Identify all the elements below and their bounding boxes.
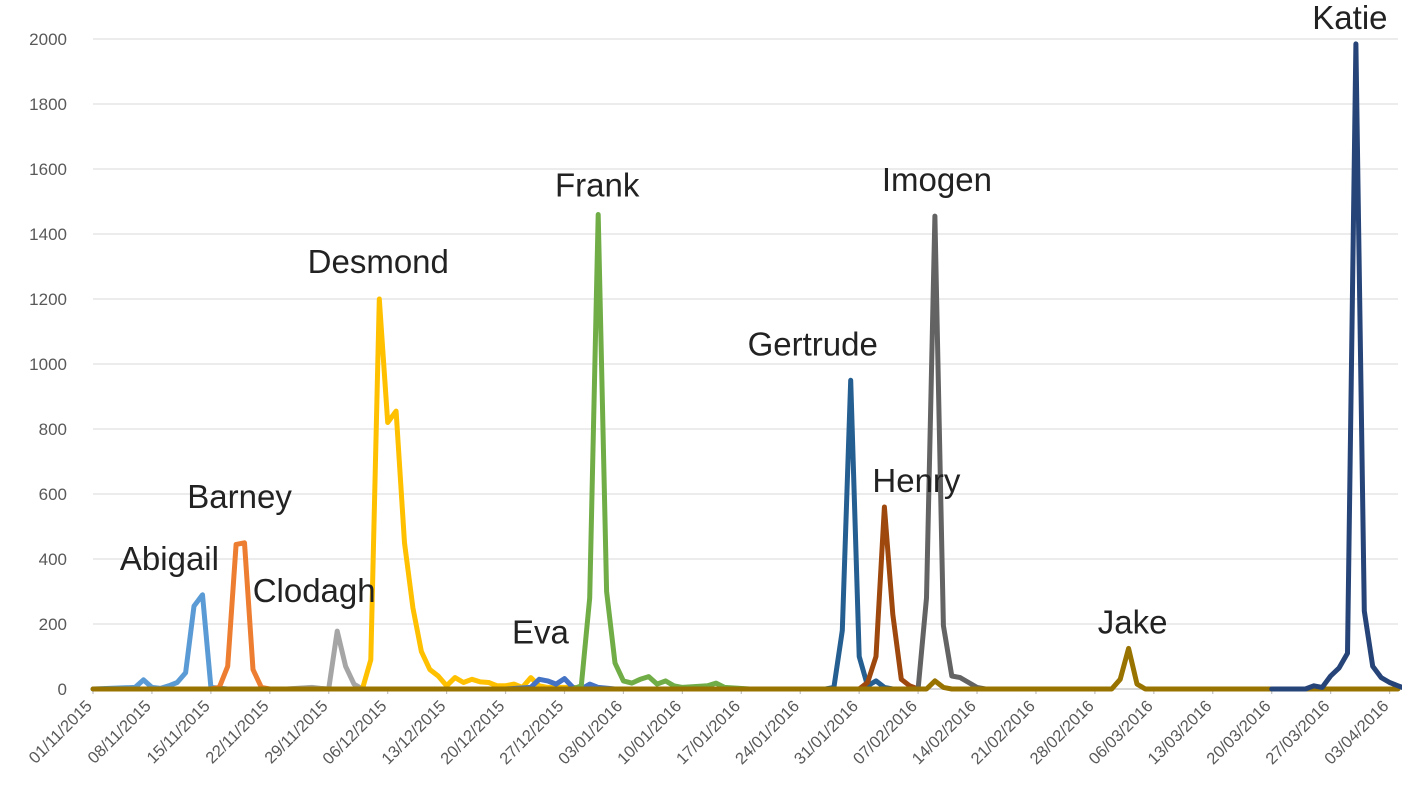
series-annotations: Abigail Barney Clodagh Desmond Eva Frank Gertr… [120, 0, 1388, 651]
annotation-gertrude: Gertrude [748, 325, 878, 362]
y-axis-tick-labels: 0 200 400 600 800 1000 1200 1400 1600 1800 2000 [29, 30, 67, 699]
y-tick-label: 2000 [29, 30, 67, 49]
annotation-eva: Eva [512, 614, 570, 651]
series-line-desmond [359, 296, 593, 692]
series-line-katie [1269, 41, 1402, 692]
y-tick-label: 1400 [29, 225, 67, 244]
x-tick-label: 15/11/2015 [143, 697, 213, 767]
annotation-henry: Henry [872, 462, 961, 499]
y-tick-label: 800 [39, 420, 67, 439]
y-tick-label: 400 [39, 550, 67, 569]
y-tick-label: 1000 [29, 355, 67, 374]
y-tick-label: 0 [58, 680, 67, 699]
annotation-katie: Katie [1312, 0, 1387, 36]
annotation-jake: Jake [1098, 603, 1168, 640]
series-line-imogen [915, 213, 988, 692]
series-line-jake [90, 645, 1401, 692]
x-axis-tick-labels: 01/11/201508/11/201515/11/201522/11/2015… [26, 697, 1393, 768]
y-tick-label: 200 [39, 615, 67, 634]
y-tick-label: 600 [39, 485, 67, 504]
y-tick-label: 1800 [29, 95, 67, 114]
annotation-imogen: Imogen [882, 161, 992, 198]
annotation-frank: Frank [555, 167, 640, 204]
series-line-clodagh [284, 628, 365, 692]
series-line-henry [856, 504, 921, 692]
annotation-abigail: Abigail [120, 540, 219, 577]
series-line-abigail [90, 592, 231, 692]
annotation-desmond: Desmond [308, 243, 449, 280]
annotation-clodagh: Clodagh [253, 572, 376, 609]
series-line-eva [503, 676, 618, 692]
series-line-gertrude [823, 377, 896, 692]
y-tick-label: 1200 [29, 290, 67, 309]
series-lines [90, 41, 1402, 692]
series-line-frank [570, 212, 753, 692]
y-tick-label: 1600 [29, 160, 67, 179]
annotation-barney: Barney [187, 478, 292, 515]
series-line-barney [208, 540, 273, 692]
x-tick-label: 22/11/2015 [202, 697, 272, 767]
x-tick-label: 03/04/2016 [1321, 697, 1392, 768]
